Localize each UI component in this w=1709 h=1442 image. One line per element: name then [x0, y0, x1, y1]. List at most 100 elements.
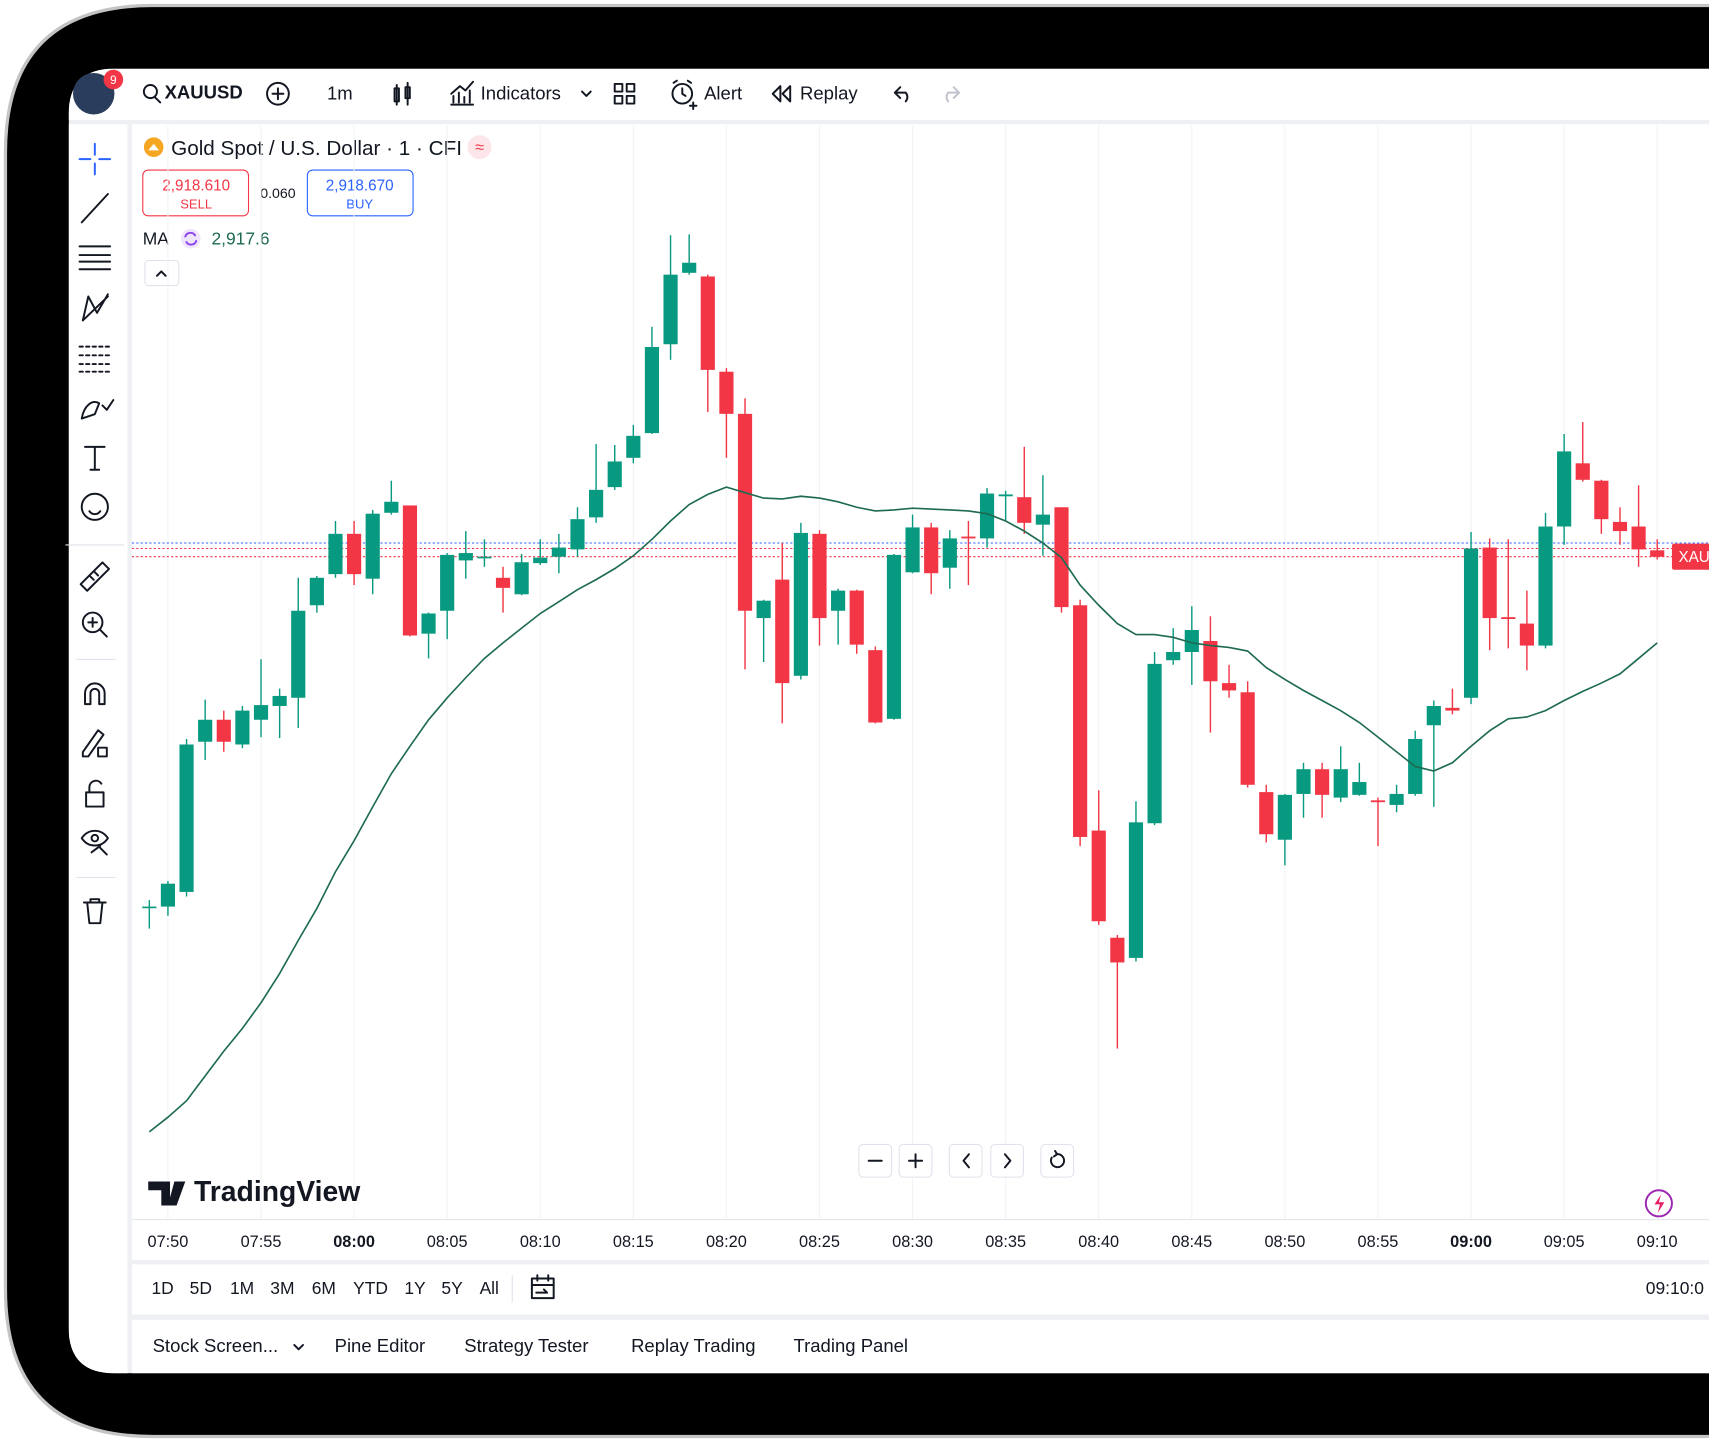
candle-body [421, 613, 436, 634]
candle-body [1445, 707, 1460, 711]
redo[interactable] [945, 86, 961, 103]
buy-button[interactable] [306, 169, 414, 217]
candle-body [514, 562, 529, 595]
alert[interactable]: Alert [704, 83, 743, 104]
hide-tool[interactable] [80, 829, 109, 856]
emoji-tool[interactable] [80, 492, 109, 521]
fib-tool[interactable] [78, 245, 112, 271]
lock-draw-tool[interactable] [81, 729, 108, 758]
candle-body [1035, 514, 1050, 525]
candle-body [1557, 451, 1572, 527]
indicators[interactable]: Indicators [481, 83, 561, 104]
range[interactable]: 1D [151, 1278, 173, 1298]
scroll-right[interactable] [990, 1143, 1024, 1178]
symbol[interactable]: XAUUSD [165, 82, 243, 103]
delete-tool[interactable] [82, 898, 107, 925]
chevron[interactable] [293, 1344, 304, 1351]
scroll-left[interactable] [948, 1143, 983, 1178]
tab[interactable]: Trading Panel [793, 1335, 908, 1356]
sell-button[interactable] [142, 169, 250, 217]
candle-body [998, 494, 1013, 497]
candle-body [1315, 769, 1330, 795]
range[interactable]: 5Y [441, 1278, 463, 1298]
range[interactable]: All [480, 1278, 499, 1298]
candle-body [328, 533, 343, 575]
tab[interactable]: Strategy Tester [464, 1335, 588, 1356]
interval[interactable]: 1m [327, 83, 353, 104]
candle-body [384, 501, 399, 513]
tab[interactable]: Replay Trading [631, 1335, 756, 1356]
hide-tool [90, 833, 100, 843]
crosshair-tool[interactable] [78, 142, 112, 176]
candle-body [365, 513, 380, 579]
candle-body [644, 346, 660, 434]
undo[interactable] [893, 86, 909, 103]
range[interactable]: YTD [353, 1278, 388, 1298]
x-tick-label: 09:00 [1450, 1233, 1492, 1251]
badge [103, 69, 124, 90]
chart-type-icon[interactable] [393, 81, 411, 106]
brush-tool[interactable] [80, 399, 115, 420]
top-toolbar [68, 68, 1709, 120]
candle-body [1370, 800, 1386, 803]
candle-body [1147, 663, 1162, 824]
candle-body [495, 577, 511, 588]
ma-line [148, 486, 1658, 1133]
candle-body [1538, 526, 1553, 646]
candle-body [626, 435, 641, 458]
candle-body [477, 556, 492, 559]
x-tick-label: 08:50 [1264, 1233, 1305, 1251]
text-tool[interactable] [84, 445, 106, 471]
candle-body [1073, 605, 1088, 837]
ruler-tool[interactable] [79, 561, 110, 592]
candle-body [1426, 706, 1441, 726]
replay[interactable]: Replay [800, 83, 858, 104]
range[interactable]: 6M [312, 1278, 336, 1298]
lock-tool[interactable] [85, 779, 105, 808]
pattern-tool[interactable] [81, 293, 109, 322]
layouts-icon[interactable] [613, 82, 636, 105]
candle-body [179, 744, 194, 892]
candle-body [1221, 683, 1237, 691]
candle-body [1650, 550, 1665, 557]
chevron[interactable] [581, 90, 592, 97]
reset[interactable] [1040, 1143, 1075, 1178]
tab[interactable]: Pine Editor [335, 1335, 426, 1356]
candle-body [1631, 526, 1646, 550]
x-tick-label: 07:55 [241, 1233, 282, 1251]
candle-body [961, 536, 976, 539]
range[interactable]: 1Y [404, 1278, 426, 1298]
date-range-icon[interactable] [530, 1274, 555, 1300]
candle-body [551, 547, 566, 557]
compare-icon[interactable] [266, 81, 290, 106]
alert-icon [672, 79, 698, 110]
candle-body [849, 590, 864, 645]
candle-body [533, 557, 548, 564]
avatar[interactable] [73, 73, 115, 115]
sell-price: 2,918.610 [162, 177, 230, 194]
forecast-tool[interactable] [78, 345, 112, 373]
lightning-icon [1654, 1194, 1665, 1214]
range[interactable]: 5D [190, 1278, 212, 1298]
bottom-tabs [131, 1319, 1709, 1374]
replay-icon [771, 85, 792, 103]
candle-body [458, 553, 473, 561]
candle-body [291, 610, 306, 698]
zoom-tool[interactable] [81, 611, 104, 634]
range[interactable]: 3M [270, 1278, 294, 1298]
x-tick-label: 08:00 [333, 1233, 375, 1251]
candle-body [737, 413, 753, 611]
candle-body [1203, 640, 1218, 682]
x-tick-label: 08:45 [1171, 1233, 1212, 1251]
candle-body [1091, 830, 1106, 922]
tab[interactable]: Stock Screen... [153, 1335, 279, 1356]
magnet-tool[interactable] [84, 682, 106, 706]
range[interactable]: 1M [230, 1278, 254, 1298]
scroll-left [962, 1153, 970, 1169]
candle-body [1594, 480, 1609, 520]
search-icon [153, 96, 162, 104]
candle-body [1389, 793, 1404, 805]
trend-line-tool[interactable] [80, 193, 109, 224]
candle-body [607, 461, 622, 488]
candle-body [160, 883, 176, 907]
